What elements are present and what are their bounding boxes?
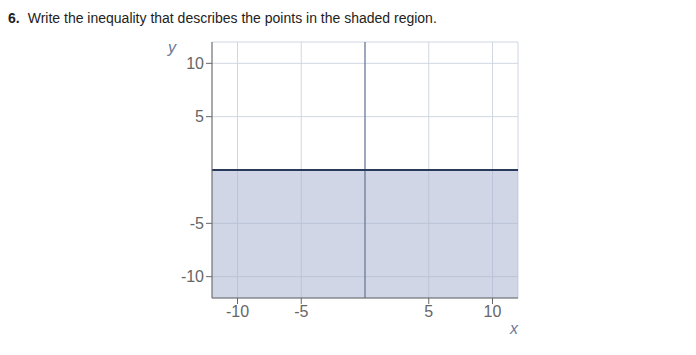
html-text:Write the inequality that desc: Write the inequality that describes the …: [27, 10, 437, 26]
html-text:6.: 6.: [8, 10, 20, 26]
svg-text:10: 10: [484, 303, 502, 320]
svg-text:-10: -10: [226, 303, 249, 320]
svg-text:x: x: [509, 320, 519, 337]
svg-text:-10: -10: [181, 268, 204, 285]
svg-text:5: 5: [424, 303, 433, 320]
svg-text:5: 5: [195, 108, 204, 125]
svg-text:10: 10: [186, 55, 204, 72]
svg-text:-5: -5: [190, 215, 204, 232]
svg-text:y: y: [167, 39, 177, 56]
svg-text:-5: -5: [294, 303, 308, 320]
